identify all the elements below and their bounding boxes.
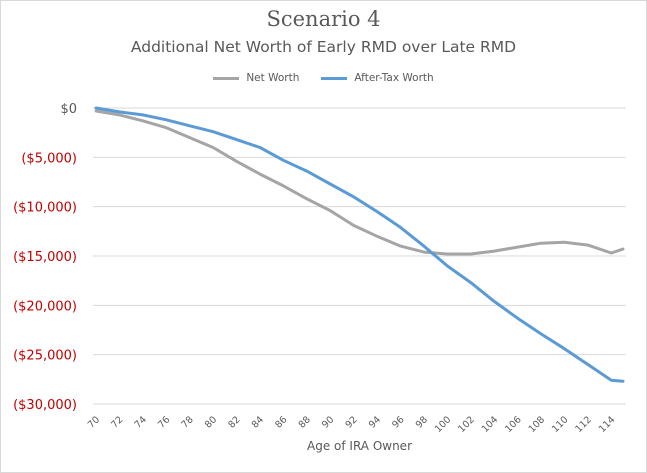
x-tick-label: 92 [343, 414, 359, 430]
legend-item-after-tax-worth: After-Tax Worth [321, 72, 434, 84]
x-tick-label: 78 [179, 414, 195, 430]
x-tick-label: 106 [503, 414, 524, 435]
x-tick-label: 110 [550, 414, 571, 435]
chart-subtitle: Additional Net Worth of Early RMD over L… [130, 38, 517, 56]
series-line-after-tax-worth [94, 106, 625, 383]
legend-label-net-worth: Net Worth [246, 72, 300, 84]
x-tick-label: 90 [320, 414, 336, 430]
x-tick-label: 108 [527, 414, 548, 435]
x-tick-label: 84 [250, 414, 266, 430]
x-tick-label: 114 [597, 414, 618, 435]
chart-title: Scenario 4 [266, 7, 381, 31]
x-tick-label: 82 [226, 414, 242, 430]
y-tick-label: $0 [60, 102, 77, 117]
x-axis-label: Age of IRA Owner [307, 439, 412, 453]
x-tick-label: 86 [273, 414, 289, 430]
x-tick-label: 70 [86, 414, 102, 430]
series-line-net-worth [94, 109, 625, 256]
x-tick-label: 76 [156, 414, 172, 430]
legend: Net Worth After-Tax Worth [0, 72, 647, 84]
x-tick-label: 88 [297, 414, 313, 430]
legend-swatch-after-tax-worth [321, 76, 348, 80]
x-tick-label: 102 [456, 414, 477, 435]
x-tick-label: 94 [367, 414, 383, 430]
x-tick-label: 74 [133, 414, 149, 430]
y-tick-label: ($25,000) [13, 349, 77, 364]
legend-label-after-tax-worth: After-Tax Worth [354, 72, 434, 84]
y-tick-label: ($20,000) [13, 299, 77, 314]
x-tick-label: 98 [414, 414, 430, 430]
y-tick-label: ($30,000) [13, 398, 77, 413]
x-tick-label: 100 [433, 414, 454, 435]
x-tick-label: 96 [390, 414, 406, 430]
y-tick-label: ($15,000) [13, 250, 77, 265]
legend-item-net-worth: Net Worth [213, 72, 299, 84]
x-tick-label: 104 [480, 414, 501, 435]
y-tick-label: ($5,000) [21, 151, 77, 166]
x-tick-label: 72 [109, 414, 125, 430]
x-tick-label: 80 [203, 414, 219, 430]
legend-swatch-net-worth [213, 76, 240, 80]
y-tick-label: ($10,000) [13, 201, 77, 216]
x-tick-label: 112 [573, 414, 594, 435]
